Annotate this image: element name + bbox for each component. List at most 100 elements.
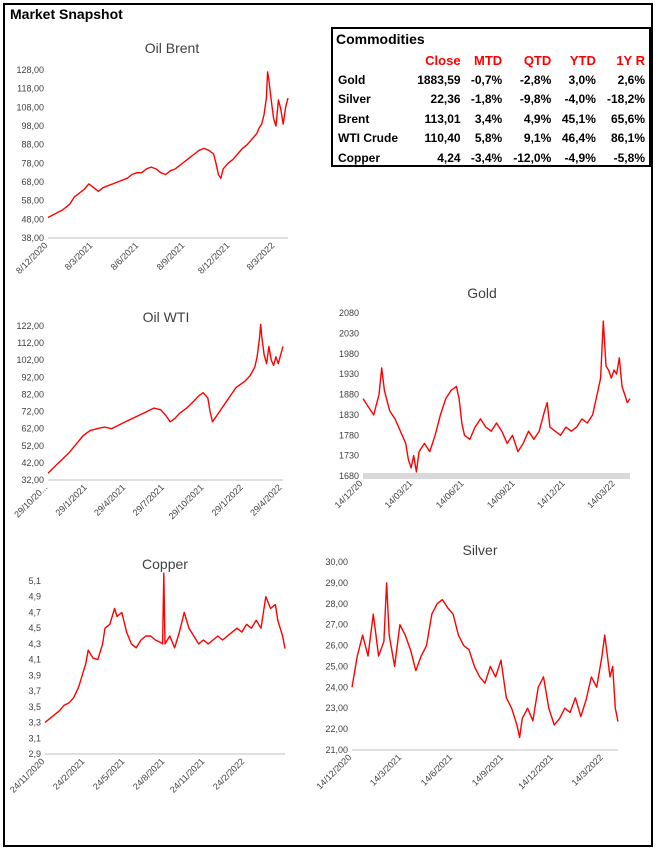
copper-y-tick-label: 4,9 [28, 592, 41, 602]
copper-x-tick-label: 24/11/2021 [168, 756, 206, 794]
gold-y-tick-label: 1730 [339, 451, 359, 461]
row-mtd: 5,8% [474, 131, 503, 146]
table-row: Brent 113,01 3,4% 4,9% 45,1% 65,6% [335, 109, 648, 129]
brent-y-tick-label: 118,00 [17, 84, 44, 94]
row-mtd: 3,4% [474, 111, 503, 126]
wti-x-tick-label: 29/4/2022 [248, 482, 283, 517]
copper-y-tick-label: 3,3 [28, 718, 41, 728]
wti-y-tick-label: 42,00 [21, 458, 44, 468]
brent-y-tick-label: 58,00 [21, 196, 44, 206]
wti-x-tick-label: 29/1/2022 [210, 482, 245, 517]
copper-y-tick-label: 3,1 [28, 733, 41, 743]
row-ytd: 3,0% [568, 72, 596, 87]
copper-y-tick-label: 4,1 [28, 655, 41, 665]
silver-y-tick-label: 30,00 [325, 557, 348, 567]
brent-x-tick-label: 8/3/2021 [63, 240, 95, 272]
wti-x-tick-label: 29/7/2021 [131, 482, 166, 517]
wti-y-tick-label: 32,00 [21, 475, 44, 485]
gold-x-tick-label: 14/12/21 [535, 478, 567, 510]
brent-chart-title: Oil Brent [145, 40, 200, 56]
row-qtd: -2,8% [519, 72, 552, 87]
gold-y-tick-label: 1780 [339, 430, 359, 440]
column-header-qtd: QTD [523, 53, 552, 68]
wti-series-line [47, 323, 284, 474]
row-qtd: 9,1% [523, 131, 552, 146]
row-1yr: 2,6% [617, 72, 645, 87]
table-header-row: Close MTD QTD YTD 1Y R [335, 51, 648, 70]
gold-y-tick-label: 1830 [339, 410, 359, 420]
gold-y-tick-label: 2080 [339, 308, 359, 318]
brent-x-tick-label: 8/9/2021 [155, 240, 187, 272]
row-ytd: 46,4% [561, 131, 596, 146]
column-header-mtd: MTD [474, 53, 503, 68]
gold-y-tick-label: 1680 [339, 471, 359, 481]
brent-y-tick-label: 78,00 [21, 158, 44, 168]
wti-x-tick-label: 29/4/2021 [92, 482, 127, 517]
gold-x-tick-label: 14/03/22 [585, 478, 617, 510]
silver-y-tick-label: 28,00 [325, 599, 348, 609]
row-qtd: -9,8% [519, 92, 552, 107]
row-ytd: 45,1% [561, 111, 596, 126]
wti-y-tick-label: 112,00 [17, 338, 44, 348]
brent-y-tick-label: 48,00 [21, 214, 44, 224]
row-close: 22,36 [430, 92, 461, 107]
page-title: Market Snapshot [10, 6, 123, 22]
brent-y-tick-label: 38,00 [21, 233, 44, 243]
wti-y-tick-label: 52,00 [21, 441, 44, 451]
silver-x-tick-label: 14/12/2020 [314, 752, 353, 791]
commodities-table: Commodities Close MTD QTD YTD 1Y R Gold … [331, 27, 651, 167]
copper-x-tick-label: 24/11/2020 [8, 756, 46, 794]
brent-y-tick-label: 68,00 [21, 177, 44, 187]
commodities-grid: Close MTD QTD YTD 1Y R Gold 1883,59 -0,7… [335, 51, 648, 168]
silver-chart-title: Silver [462, 542, 497, 558]
wti-y-tick-label: 92,00 [21, 372, 44, 382]
row-close: 113,01 [424, 111, 461, 126]
silver-x-tick-label: 14/3/2022 [570, 752, 605, 787]
silver-x-tick-label: 14/3/2021 [368, 752, 403, 787]
copper-y-tick-label: 4,7 [28, 607, 41, 617]
silver-y-tick-label: 25,00 [325, 661, 348, 671]
row-name: Gold [338, 72, 366, 87]
row-ytd: -4,9% [564, 150, 596, 165]
table-row: Gold 1883,59 -0,7% -2,8% 3,0% 2,6% [335, 70, 648, 90]
brent-y-tick-label: 98,00 [21, 121, 44, 131]
gold-chart-title: Gold [467, 285, 497, 301]
copper-y-tick-label: 4,3 [28, 639, 41, 649]
copper-series-line [44, 572, 286, 724]
copper-x-tick-label: 24/2/2022 [211, 756, 246, 791]
wti-y-tick-label: 122,00 [16, 321, 44, 331]
wti-x-tick-label: 29/10/20... [12, 482, 49, 519]
row-close: 1883,59 [417, 72, 461, 87]
row-name: WTI Crude [338, 131, 398, 146]
copper-y-tick-label: 4,5 [28, 623, 41, 633]
table-row: WTI Crude 110,40 5,8% 9,1% 46,4% 86,1% [335, 129, 648, 149]
row-1yr: -18,2% [606, 92, 645, 107]
silver-y-tick-label: 23,00 [325, 703, 348, 713]
brent-x-tick-label: 8/3/2022 [245, 240, 277, 272]
row-qtd: 4,9% [523, 111, 552, 126]
row-mtd: -0,7% [470, 72, 503, 87]
gold-y-tick-label: 1930 [339, 369, 359, 379]
column-header-ytd: YTD [569, 53, 596, 68]
copper-x-tick-label: 24/5/2021 [91, 756, 126, 791]
brent-x-tick-label: 8/12/2020 [14, 240, 49, 275]
silver-y-tick-label: 21,00 [325, 745, 348, 755]
row-name: Copper [338, 150, 380, 165]
copper-x-tick-label: 24/8/2021 [131, 756, 166, 791]
row-mtd: -3,4% [470, 150, 503, 165]
gold-x-tick-label: 14/12/20 [333, 478, 365, 510]
copper-y-tick-label: 3,5 [28, 702, 41, 712]
column-header-name [335, 51, 409, 70]
wti-y-tick-label: 62,00 [21, 424, 44, 434]
brent-y-tick-label: 128,00 [16, 65, 44, 75]
row-name: Silver [338, 92, 371, 107]
gold-series-line [362, 320, 631, 473]
snapshot-frame [3, 3, 653, 847]
gold-y-tick-label: 1880 [339, 390, 359, 400]
wti-y-tick-label: 102,00 [16, 355, 44, 365]
gold-x-tick-label: 14/03/21 [383, 478, 415, 510]
commodities-title: Commodities [336, 31, 425, 47]
table-row: Copper 4,24 -3,4% -12,0% -4,9% -5,8% [335, 148, 648, 168]
row-ytd: -4,0% [564, 92, 596, 107]
copper-y-tick-label: 2,9 [28, 749, 41, 759]
